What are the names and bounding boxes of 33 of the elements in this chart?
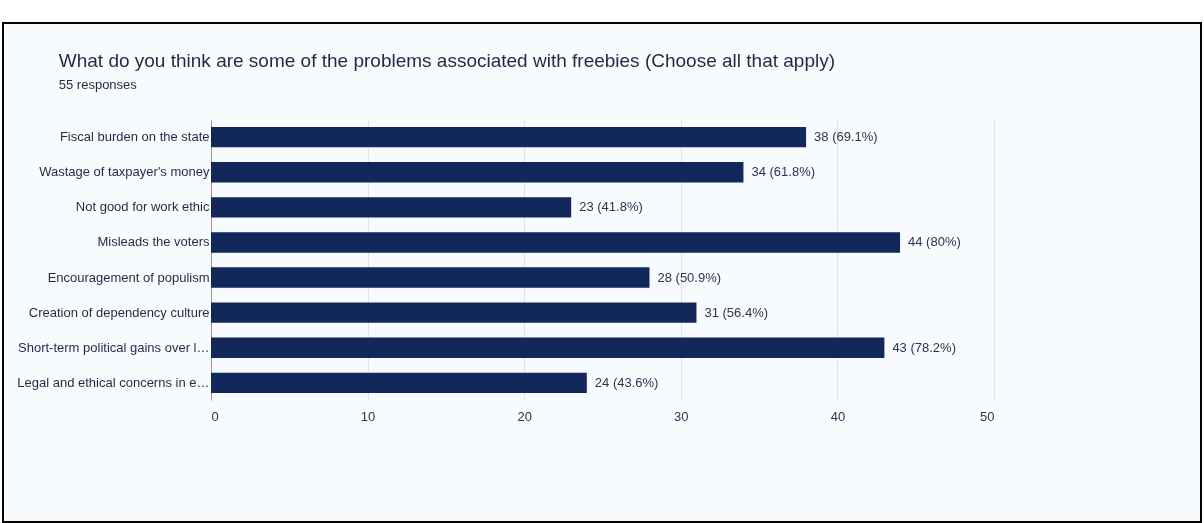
y-tick-label: Fiscal burden on the state xyxy=(59,129,210,145)
text: 55 responses xyxy=(58,77,138,92)
data-label: 31 (56.4%) xyxy=(704,304,769,320)
card-frame: 0 10 20 30 40 50 Fiscal burden on the state Wastage of taxpayer's money Not good for work ethic Misleads the voters Encouragement of populism Creation of dependency culture Short-term political gains over l… Legal and ethical concerns in e… 38 (69.1%) 34 (61.8%) 23 (41.8%) 44 (80%) 28 (50.9%) 31 (56.4%) 43 (78.2%) 24 (43.6%) What do you think are some of the problems associated with freebies (Choose all that apply) 55 responses xyxy=(2,22,1202,523)
data-label: 34 (61.8%) xyxy=(751,164,816,180)
x-tick-label: 40 xyxy=(830,408,846,424)
x-tick-label: 30 xyxy=(674,408,689,424)
data-label: 38 (69.1%) xyxy=(814,129,878,145)
data-label: 23 (41.8%) xyxy=(579,199,643,215)
bar xyxy=(211,372,587,393)
data-label: 28 (50.9%) xyxy=(657,269,722,285)
bar xyxy=(211,232,901,253)
x-tick-label: 50 xyxy=(980,408,995,424)
x-tick-label: 20 xyxy=(517,408,532,424)
bar xyxy=(211,267,650,288)
y-tick-label: Misleads the voters xyxy=(97,234,210,250)
data-label: 24 (43.6%) xyxy=(594,374,659,390)
y-tick-label: Short-term political gains over l… xyxy=(18,339,210,355)
x-tick-label: 10 xyxy=(360,408,376,424)
bar xyxy=(211,197,572,218)
chart-title: What do you think are some of the problems associated with freebies (Choose all that apply) xyxy=(58,50,836,71)
bar xyxy=(211,302,697,323)
y-tick-label: Not good for work ethic xyxy=(75,199,210,215)
bar xyxy=(211,162,744,183)
bar xyxy=(211,127,807,148)
data-label: 44 (80%) xyxy=(908,234,961,250)
x-tick-label: 0 xyxy=(211,408,219,424)
data-label: 43 (78.2%) xyxy=(892,339,956,355)
bar xyxy=(211,337,885,358)
y-tick-label: Creation of dependency culture xyxy=(28,304,210,320)
y-tick-label: Encouragement of populism xyxy=(47,269,210,285)
y-tick-label: Legal and ethical concerns in e… xyxy=(17,374,210,390)
y-tick-label: Wastage of taxpayer's money xyxy=(39,164,210,180)
